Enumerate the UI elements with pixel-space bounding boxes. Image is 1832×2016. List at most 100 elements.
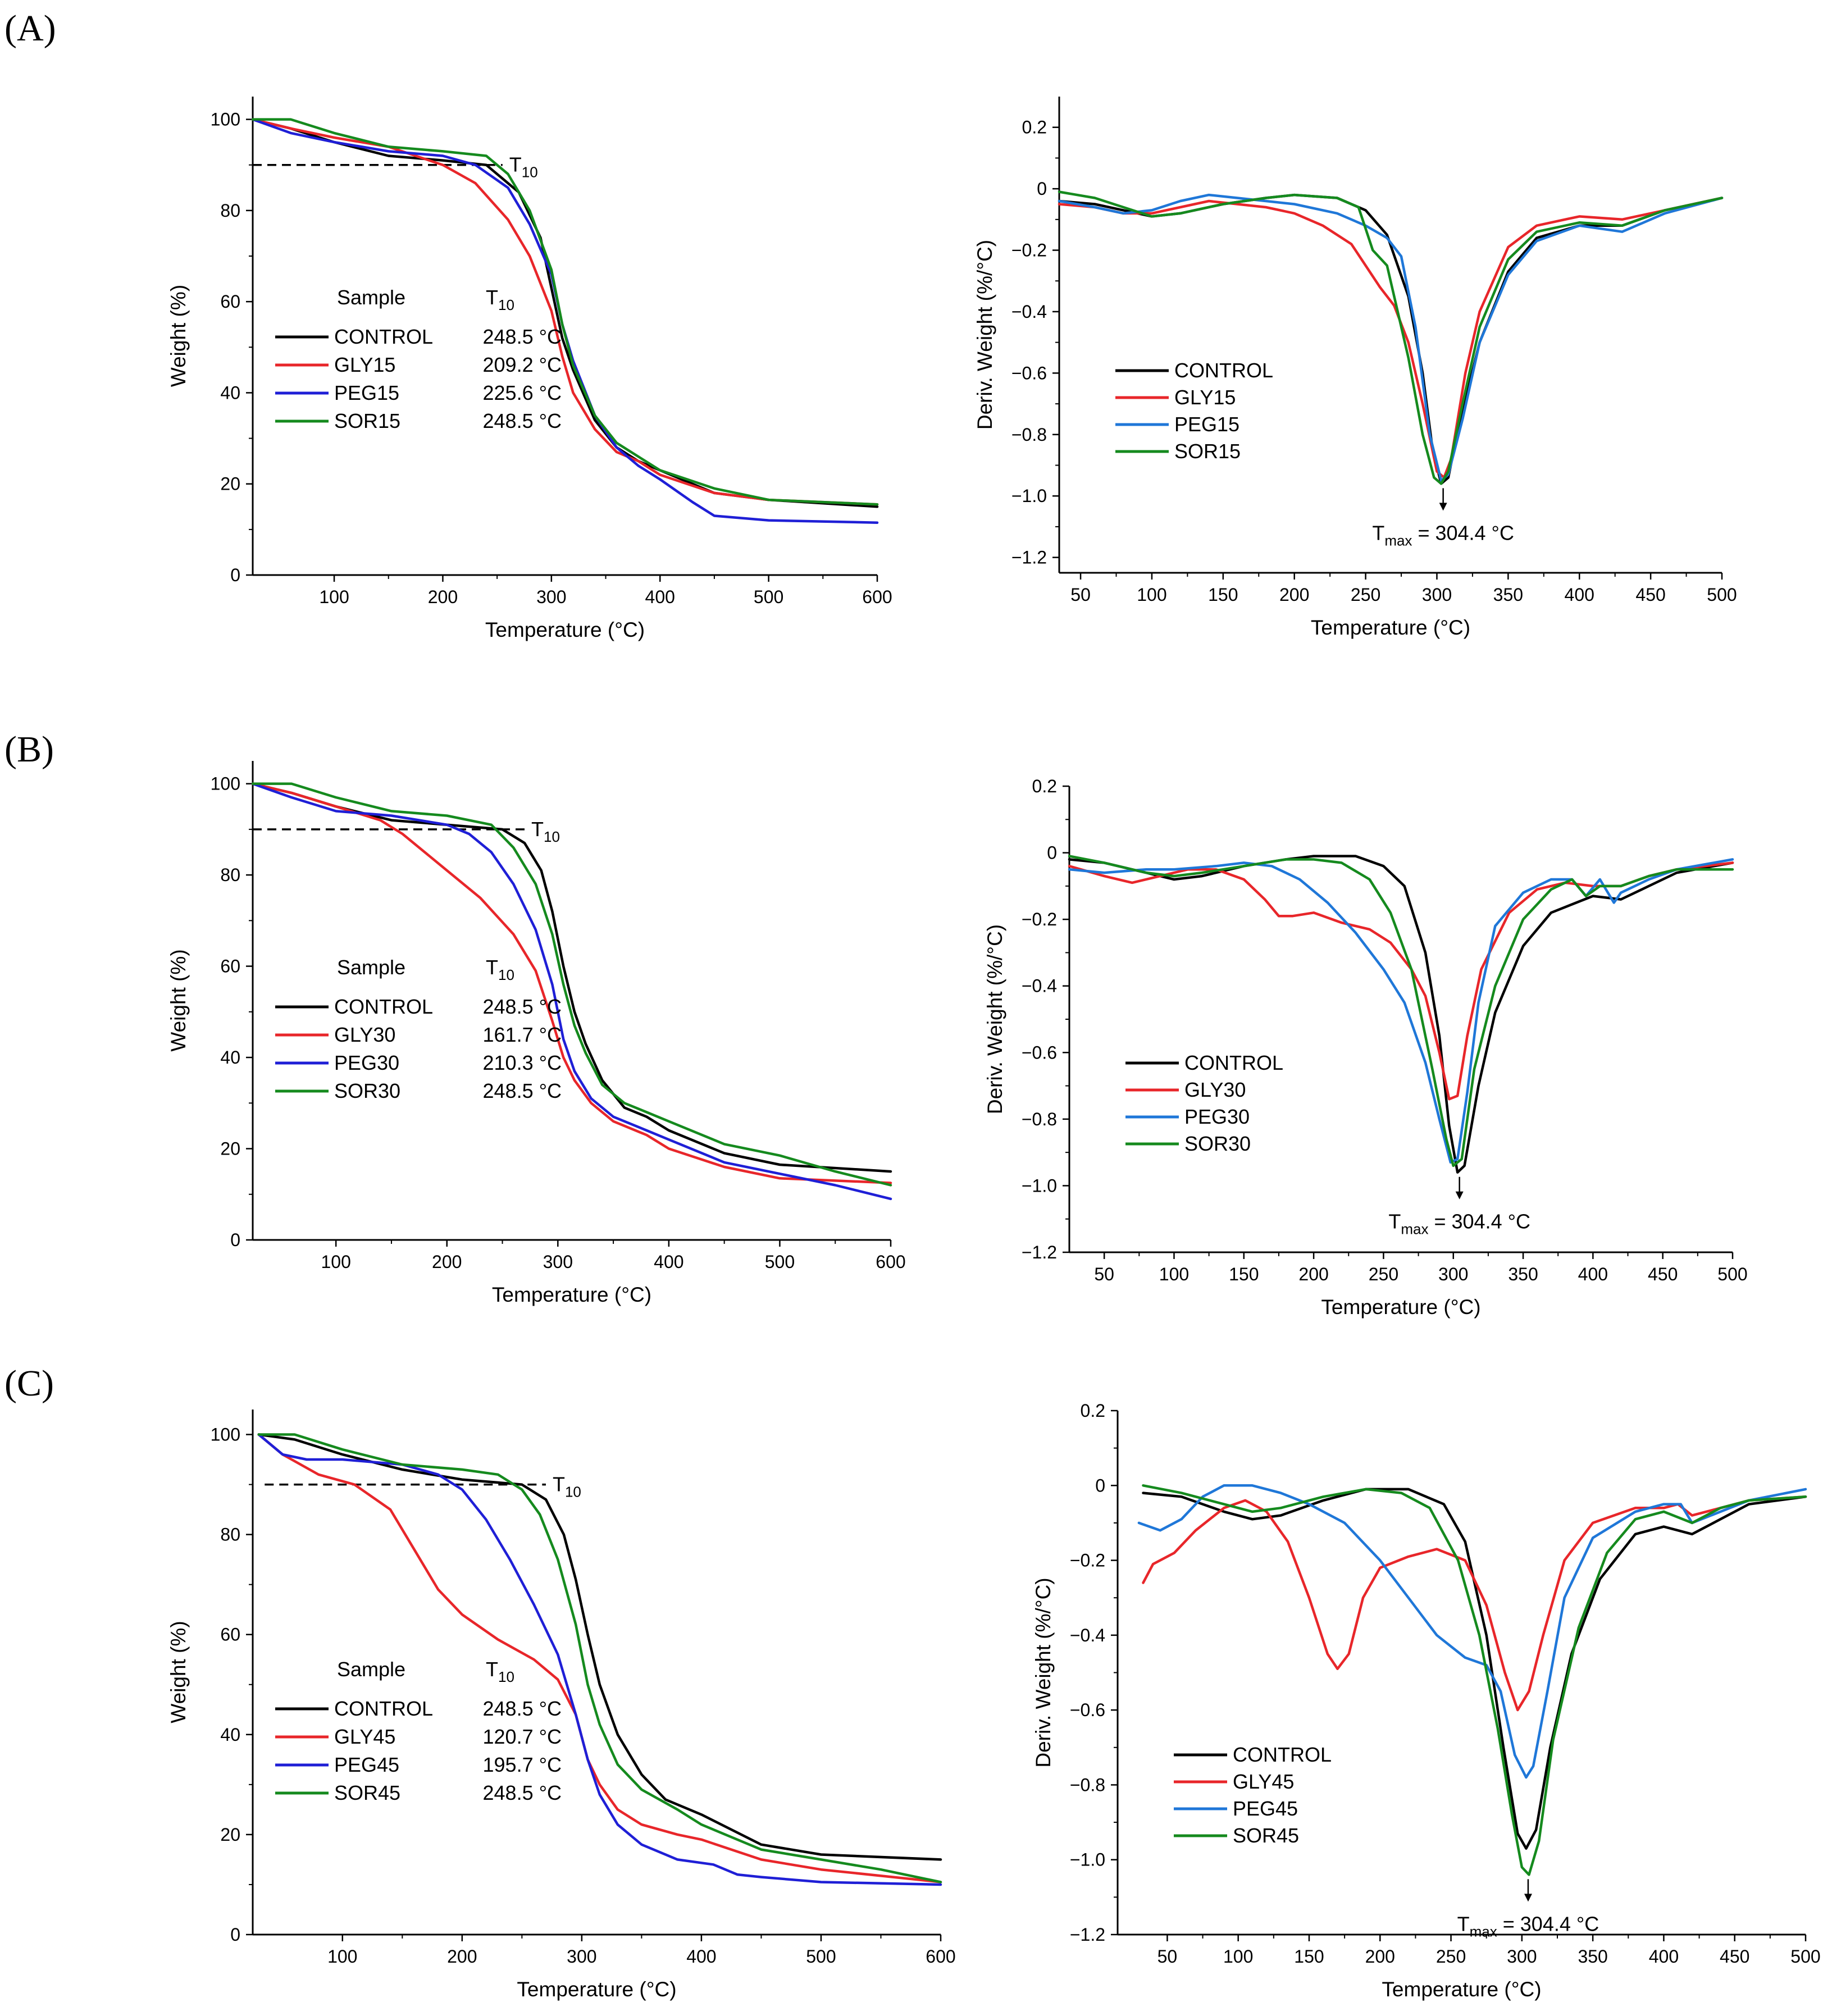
x-tick-label: 500: [1717, 1264, 1747, 1284]
x-axis-label: Temperature (°C): [1382, 1978, 1541, 2001]
legend-header-t10-main: T: [486, 1658, 498, 1681]
x-tick-label: 100: [319, 587, 349, 607]
y-tick-label: −1.0: [1022, 1175, 1057, 1196]
y-axis-label: Weight (%): [167, 949, 190, 1051]
series-line-control: [1058, 193, 1724, 485]
t10-label-sub: 10: [522, 164, 538, 181]
series-line-gly45: [1142, 1495, 1807, 1712]
x-tick-label: 150: [1294, 1946, 1324, 1967]
x-tick-label: 200: [432, 1252, 462, 1272]
legend-label: CONTROL: [1233, 1743, 1332, 1766]
chart-C-tga: 100 200 300 400 500 600 0 20 40 60 80 100 Temperatur…: [167, 1410, 956, 2001]
y-tick-label: −0.4: [1011, 302, 1047, 322]
y-tick-label: 80: [220, 865, 240, 885]
y-axis-label: Deriv. Weight (%/°C): [1032, 1577, 1055, 1767]
y-tick-label: −0.6: [1011, 363, 1047, 383]
legend-header-t10-sub: 10: [498, 1668, 514, 1685]
series-line-sor45: [257, 1433, 942, 1883]
legend-t10-value: 210.3 °C: [483, 1051, 562, 1074]
x-tick-label: 250: [1369, 1264, 1398, 1284]
y-tick-label: −0.8: [1070, 1775, 1105, 1795]
y-tick-label: 0: [230, 1230, 240, 1250]
tmax-label: Tmax = 304.4 °C: [1372, 521, 1514, 549]
series-line-gly15: [1058, 197, 1724, 479]
x-tick-label: 600: [862, 587, 892, 607]
legend-label: GLY30: [1184, 1078, 1246, 1101]
series-line-peg15: [251, 118, 879, 524]
series-line-control: [257, 1433, 942, 1861]
y-tick-label: 0.2: [1081, 1401, 1105, 1421]
legend-header-t10-sub: 10: [498, 297, 514, 313]
legend-label: SOR30: [1184, 1132, 1251, 1155]
x-tick-label: 350: [1493, 585, 1523, 605]
y-tick-label: 100: [211, 774, 240, 794]
tmax-arrow-head: [1439, 503, 1447, 511]
y-tick-label: 0: [1037, 179, 1047, 199]
x-tick-label: 250: [1436, 1946, 1466, 1967]
x-axis-label: Temperature (°C): [485, 618, 645, 641]
tmax-label-main: T: [1372, 521, 1384, 544]
series-line-sor15: [1058, 190, 1724, 485]
y-tick-label: 20: [220, 1139, 240, 1159]
legend-label: PEG45: [1233, 1797, 1298, 1820]
legend-header-t10: T10: [486, 286, 514, 313]
x-tick-label: 300: [1438, 1264, 1468, 1284]
x-tick-label: 600: [876, 1252, 905, 1272]
series-line-control: [251, 782, 892, 1173]
legend-t10-value: 248.5 °C: [483, 1781, 562, 1804]
y-tick-label: −0.4: [1070, 1625, 1105, 1645]
chart-B-tga: 100 200 300 400 500 600 0 20 40 60 80 100 Temperatur…: [167, 761, 906, 1306]
x-tick-label: 500: [1790, 1946, 1820, 1967]
legend-t10-value: 195.7 °C: [483, 1753, 562, 1776]
t10-label-main: T: [531, 818, 544, 841]
legend-label: SOR15: [334, 409, 400, 432]
y-tick-label: −0.8: [1011, 425, 1047, 445]
x-tick-label: 500: [1707, 585, 1737, 605]
legend-label: PEG45: [334, 1753, 399, 1776]
x-tick-label: 150: [1229, 1264, 1259, 1284]
legend-label: CONTROL: [334, 1697, 433, 1720]
y-tick-label: −1.0: [1070, 1850, 1105, 1870]
series-line-gly45: [257, 1433, 942, 1883]
x-tick-label: 500: [754, 587, 783, 607]
y-axis-label: Weight (%): [167, 1621, 190, 1723]
y-tick-label: −0.6: [1070, 1700, 1105, 1720]
legend-t10-value: 120.7 °C: [483, 1725, 562, 1748]
legend-label: SOR15: [1174, 440, 1241, 463]
y-tick-label: 20: [220, 474, 240, 494]
series-line-peg45: [257, 1433, 942, 1886]
y-tick-label: −0.2: [1070, 1550, 1105, 1571]
legend-label: CONTROL: [334, 995, 433, 1018]
y-tick-label: −0.2: [1011, 240, 1047, 261]
y-tick-label: 0: [1047, 843, 1057, 863]
x-tick-label: 100: [327, 1946, 357, 1967]
legend-label: CONTROL: [1184, 1051, 1283, 1074]
tmax-label-value: = 304.4 °C: [1412, 521, 1514, 544]
x-tick-label: 450: [1648, 1264, 1678, 1284]
x-tick-label: 100: [1137, 585, 1166, 605]
y-tick-label: 80: [220, 1525, 240, 1545]
legend-t10-value: 248.5 °C: [483, 1697, 562, 1720]
tmax-label-sub: max: [1401, 1221, 1428, 1238]
x-tick-label: 300: [536, 587, 566, 607]
x-tick-label: 450: [1635, 585, 1665, 605]
legend-header-t10-sub: 10: [498, 966, 514, 983]
x-axis-label: Temperature (°C): [1311, 616, 1470, 639]
x-tick-label: 300: [567, 1946, 596, 1967]
legend-label: GLY15: [1174, 386, 1236, 409]
x-tick-label: 100: [1223, 1946, 1253, 1967]
y-tick-label: 100: [211, 1425, 240, 1445]
y-tick-label: −0.8: [1022, 1109, 1057, 1129]
x-tick-label: 300: [1422, 585, 1452, 605]
series-line-peg15: [1058, 193, 1724, 482]
x-tick-label: 200: [1279, 585, 1309, 605]
legend-t10-value: 248.5 °C: [483, 325, 562, 348]
chart-A-tga: 100 200 300 400 500 600 0 20 40 60 80 100 Temperatur…: [167, 97, 892, 641]
y-axis-label: Deriv. Weight (%/°C): [983, 924, 1006, 1114]
x-tick-label: 200: [428, 587, 458, 607]
series-line-gly30: [251, 782, 892, 1184]
chart-C-dtg: 50 100 150 200 250 300 350 400 450 500 0.2 0 −0.2 −0.…: [1032, 1401, 1821, 2001]
y-axis-label: Deriv. Weight (%/°C): [973, 240, 996, 430]
y-tick-label: 40: [220, 1047, 240, 1068]
